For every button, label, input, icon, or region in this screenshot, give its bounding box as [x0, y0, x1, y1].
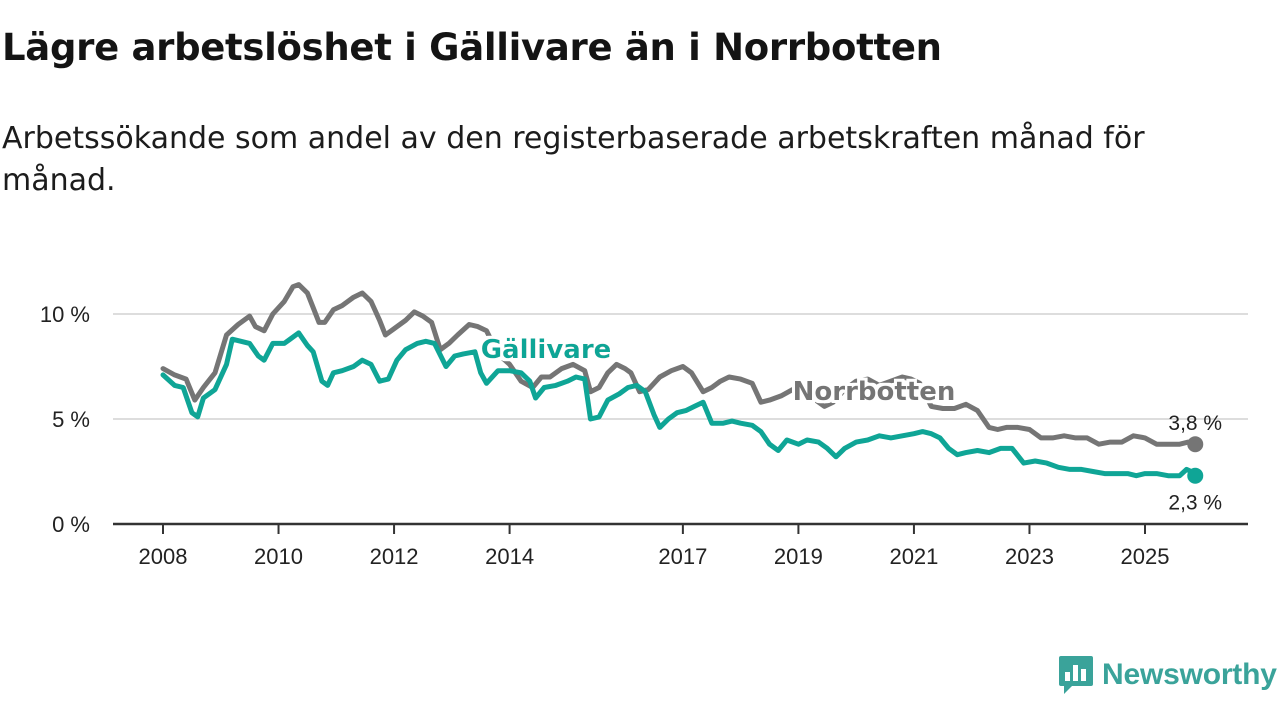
y-tick-label: 10 % — [40, 302, 90, 327]
x-tick-label: 2017 — [658, 544, 707, 569]
axes: 0 % 5 % 10 % 2008 2010 2012 2014 2017 2019 2021 20… — [40, 302, 1248, 569]
x-tick-label: 2023 — [1005, 544, 1054, 569]
series-line-gallivare — [160, 330, 1198, 479]
gridlines — [113, 313, 1248, 420]
end-value-label: 2,3 % — [1168, 492, 1222, 515]
x-tick-label: 2014 — [485, 544, 534, 569]
x-tick-label: 2021 — [889, 544, 938, 569]
end-value-label: 3,8 % — [1168, 412, 1222, 435]
x-tick-label: 2012 — [370, 544, 419, 569]
x-tick-label: 2008 — [139, 544, 188, 569]
x-tick-label: 2010 — [254, 544, 303, 569]
series-label: Gällivare — [481, 335, 612, 365]
x-tick-label: 2019 — [774, 544, 823, 569]
brand-name: Newsworthy — [1102, 658, 1277, 691]
series-end-marker — [1187, 467, 1204, 484]
chart-subtitle: Arbetssökande som andel av den registerb… — [2, 121, 1145, 198]
series-lines — [160, 282, 1204, 484]
y-tick-label: 0 % — [52, 512, 90, 537]
x-tick-label: 2025 — [1121, 544, 1170, 569]
newsworthy-logo: Newsworthy — [1058, 654, 1277, 696]
chart-title: Lägre arbetslöshet i Gällivare än i Norr… — [2, 26, 942, 69]
line-chart: 0 % 5 % 10 % 2008 2010 2012 2014 2017 2019 2021 20… — [40, 282, 1248, 569]
series-end-marker — [1187, 436, 1204, 453]
series-label: Norrbotten — [793, 377, 956, 407]
newsworthy-logo-icon — [1059, 656, 1093, 694]
labels: Gällivare Norrbotten 3,8 % 2,3 % — [481, 335, 1222, 515]
y-tick-label: 5 % — [52, 407, 90, 432]
series-line-norrbotten — [160, 282, 1198, 447]
